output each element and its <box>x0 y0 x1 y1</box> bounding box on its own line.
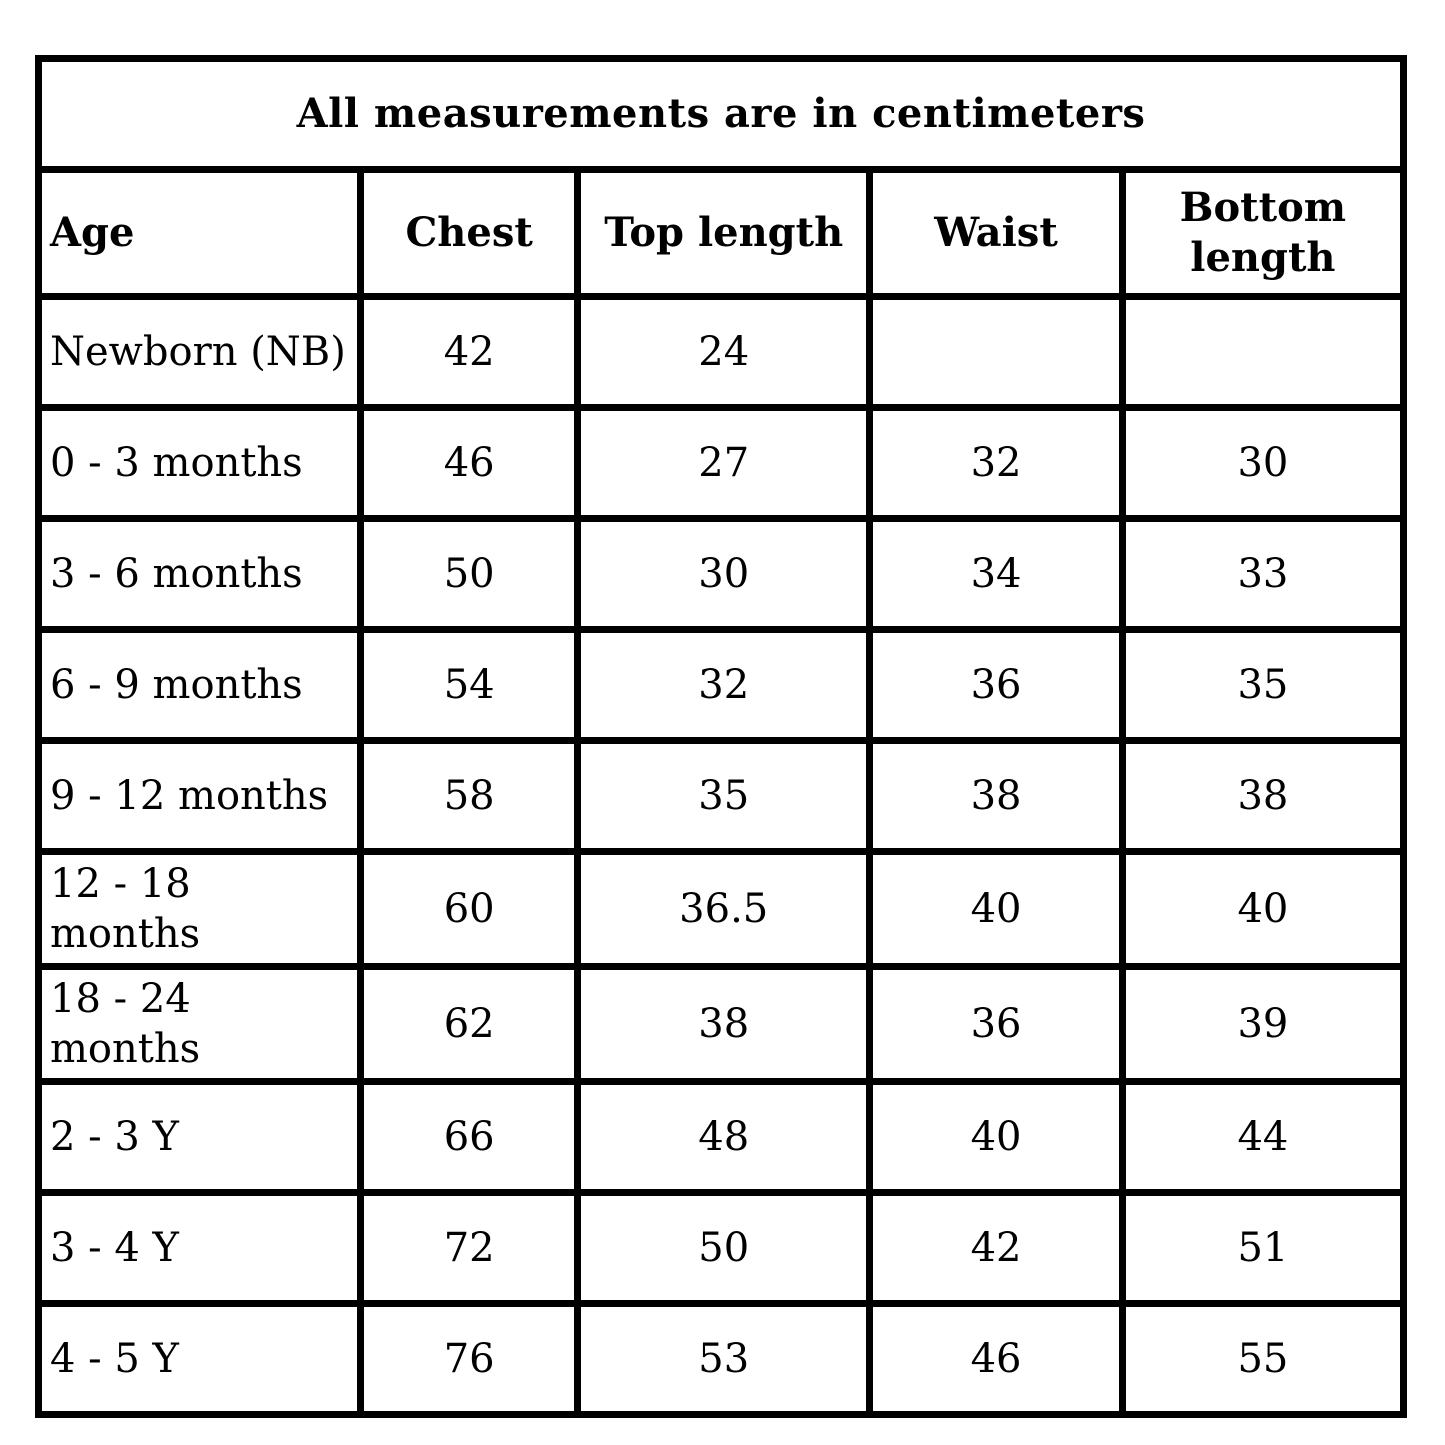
waist-cell: 34 <box>866 515 1126 633</box>
column-header-chest: Chest <box>357 166 582 300</box>
column-header-top-length: Top length <box>574 166 874 300</box>
table-row: 18 - 24 months 62 38 36 39 <box>34 963 1408 1085</box>
top-length-cell: 50 <box>574 1189 874 1307</box>
waist-cell: 32 <box>866 404 1126 522</box>
table-row: 3 - 4 Y 72 50 42 51 <box>34 1189 1408 1307</box>
waist-cell: 46 <box>866 1300 1126 1418</box>
top-length-cell: 35 <box>574 737 874 855</box>
chest-cell: 58 <box>357 737 582 855</box>
top-length-cell: 48 <box>574 1078 874 1196</box>
title-row: All measurements are in centimeters <box>35 55 1407 173</box>
table-row: 2 - 3 Y 66 48 40 44 <box>34 1078 1408 1196</box>
age-cell: 3 - 4 Y <box>34 1189 365 1307</box>
column-header-age: Age <box>34 166 365 300</box>
table-row: 3 - 6 months 50 30 34 33 <box>34 515 1408 633</box>
waist-cell: 36 <box>866 963 1126 1085</box>
bottom-length-cell: 35 <box>1118 626 1408 744</box>
age-cell: Newborn (NB) <box>34 293 365 411</box>
chest-cell: 72 <box>357 1189 582 1307</box>
bottom-length-cell: 33 <box>1118 515 1408 633</box>
chest-cell: 46 <box>357 404 582 522</box>
bottom-length-cell: 44 <box>1118 1078 1408 1196</box>
waist-cell: 38 <box>866 737 1126 855</box>
top-length-cell: 30 <box>574 515 874 633</box>
waist-cell: 36 <box>866 626 1126 744</box>
chest-cell: 42 <box>357 293 582 411</box>
chest-cell: 50 <box>357 515 582 633</box>
table-title: All measurements are in centimeters <box>35 55 1407 173</box>
chest-cell: 54 <box>357 626 582 744</box>
table-row: 9 - 12 months 58 35 38 38 <box>34 737 1408 855</box>
age-cell: 2 - 3 Y <box>34 1078 365 1196</box>
table-row: 4 - 5 Y 76 53 46 55 <box>34 1300 1408 1418</box>
table-row: Newborn (NB) 42 24 <box>34 293 1408 411</box>
waist-cell: 40 <box>866 1078 1126 1196</box>
chest-cell: 66 <box>357 1078 582 1196</box>
bottom-length-cell: 55 <box>1118 1300 1408 1418</box>
top-length-cell: 27 <box>574 404 874 522</box>
bottom-length-cell: 38 <box>1118 737 1408 855</box>
top-length-cell: 36.5 <box>574 848 874 970</box>
top-length-cell: 24 <box>574 293 874 411</box>
waist-cell: 42 <box>866 1189 1126 1307</box>
age-cell: 12 - 18 months <box>34 848 365 970</box>
waist-cell <box>866 293 1126 411</box>
age-cell: 6 - 9 months <box>34 626 365 744</box>
table-row: 6 - 9 months 54 32 36 35 <box>34 626 1408 744</box>
column-header-waist: Waist <box>866 166 1126 300</box>
age-cell: 3 - 6 months <box>34 515 365 633</box>
chest-cell: 62 <box>357 963 582 1085</box>
chest-cell: 60 <box>357 848 582 970</box>
age-cell: 0 - 3 months <box>34 404 365 522</box>
bottom-length-cell: 40 <box>1118 848 1408 970</box>
header-row: Age Chest Top length Waist Bottom length <box>34 166 1408 300</box>
age-cell: 18 - 24 months <box>34 963 365 1085</box>
top-length-cell: 53 <box>574 1300 874 1418</box>
waist-cell: 40 <box>866 848 1126 970</box>
column-header-bottom-length: Bottom length <box>1118 166 1408 300</box>
top-length-cell: 38 <box>574 963 874 1085</box>
age-cell: 4 - 5 Y <box>34 1300 365 1418</box>
bottom-length-cell <box>1118 293 1408 411</box>
size-chart-table: All measurements are in centimeters Age … <box>34 55 1408 1418</box>
bottom-length-cell: 51 <box>1118 1189 1408 1307</box>
bottom-length-cell: 39 <box>1118 963 1408 1085</box>
age-cell: 9 - 12 months <box>34 737 365 855</box>
table-row: 12 - 18 months 60 36.5 40 40 <box>34 848 1408 970</box>
table-row: 0 - 3 months 46 27 32 30 <box>34 404 1408 522</box>
chest-cell: 76 <box>357 1300 582 1418</box>
top-length-cell: 32 <box>574 626 874 744</box>
bottom-length-cell: 30 <box>1118 404 1408 522</box>
